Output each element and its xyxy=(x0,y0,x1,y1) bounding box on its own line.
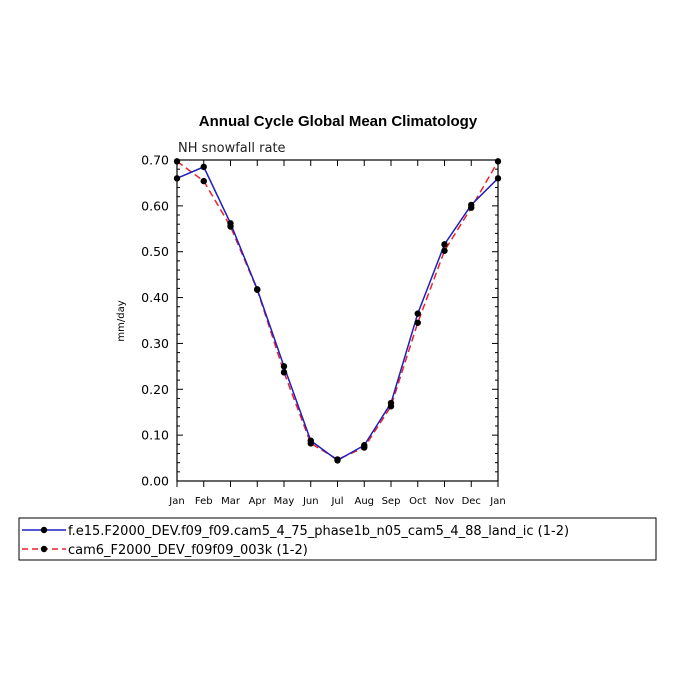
y-axis-label: mm/day xyxy=(116,300,127,341)
chart-title: Annual Cycle Global Mean Climatology xyxy=(199,113,478,130)
y-tick-label: 0.00 xyxy=(141,474,169,489)
x-tick-label: Jan xyxy=(489,496,505,507)
data-point-series-2 xyxy=(414,319,421,326)
y-tick-label: 0.60 xyxy=(141,198,169,213)
y-tick-label: 0.70 xyxy=(141,153,169,168)
x-tick-label: May xyxy=(274,496,295,507)
x-tick-label: Jun xyxy=(302,496,319,507)
plot-frame xyxy=(176,159,499,482)
data-point-series-1 xyxy=(441,241,448,248)
legend-marker-2 xyxy=(40,545,48,553)
data-point-series-2 xyxy=(173,158,181,165)
x-tick-label: Apr xyxy=(249,496,267,507)
x-tick-label: Feb xyxy=(195,496,213,507)
y-tick-label: 0.40 xyxy=(141,290,169,305)
y-tick-label: 0.50 xyxy=(141,244,169,259)
data-point-series-1 xyxy=(173,175,181,182)
data-point-series-2 xyxy=(307,440,314,447)
y-tick-label: 0.30 xyxy=(141,336,169,351)
data-point-series-2 xyxy=(494,158,502,165)
legend-box xyxy=(18,517,657,561)
x-tick-label: Jul xyxy=(330,496,343,507)
legend-marker-1 xyxy=(40,526,48,534)
series-layer xyxy=(173,158,502,464)
x-tick-label: Jan xyxy=(168,496,184,507)
data-point-series-2 xyxy=(334,456,341,463)
data-point-series-2 xyxy=(361,444,368,451)
legend-label-1: f.e15.F2000_DEV.f09_f09.cam5_4_75_phase1… xyxy=(68,524,569,539)
data-point-series-2 xyxy=(441,247,448,254)
x-tick-label: Sep xyxy=(382,496,401,507)
y-tick-label: 0.10 xyxy=(141,428,169,443)
y-tick-label: 0.20 xyxy=(141,382,169,397)
data-point-series-1 xyxy=(414,310,421,317)
x-tick-label: Dec xyxy=(462,496,481,507)
x-axis: Jan Feb Mar Apr May Jun Jul Aug Sep Oct Nov Dec Jan xyxy=(168,160,506,507)
data-point-series-2 xyxy=(200,177,207,185)
series-line-1 xyxy=(176,165,499,462)
chart-subtitle: NH snowfall rate xyxy=(178,141,286,156)
x-tick-label: Aug xyxy=(354,496,374,507)
data-point-series-2 xyxy=(387,403,395,410)
data-point-series-1 xyxy=(200,163,207,171)
legend: f.e15.F2000_DEV.f09_f09.cam5_4_75_phase1… xyxy=(18,517,657,561)
x-tick-label: Oct xyxy=(409,496,426,507)
data-point-series-2 xyxy=(468,204,475,211)
legend-label-2: cam6_F2000_DEV_f09f09_003k (1-2) xyxy=(68,543,308,558)
data-point-series-2 xyxy=(254,286,261,293)
data-point-series-2 xyxy=(280,369,288,376)
x-tick-label: Mar xyxy=(221,496,241,507)
data-point-series-1 xyxy=(494,175,502,182)
data-point-series-2 xyxy=(227,223,234,230)
data-point-series-1 xyxy=(280,363,288,370)
x-tick-label: Nov xyxy=(435,496,455,507)
y-axis: 0.00 0.10 0.20 0.30 0.40 0.50 0.60 0.70 xyxy=(141,153,498,489)
series-line-2 xyxy=(176,160,499,461)
